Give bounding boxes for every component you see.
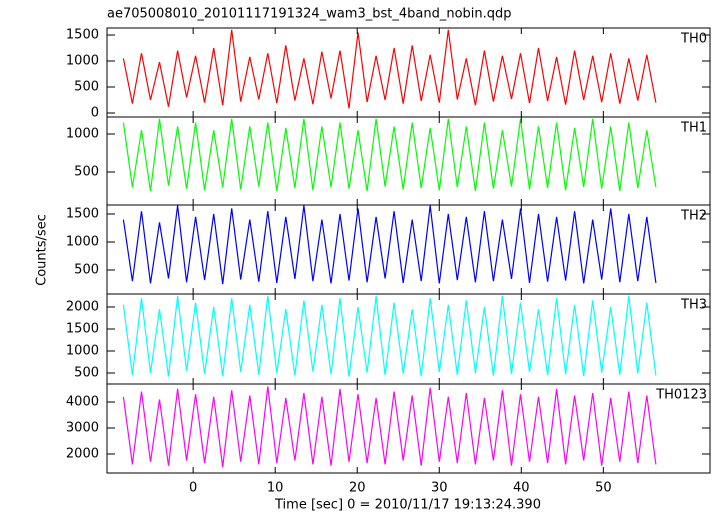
panel-label: TH2 — [680, 209, 707, 224]
series-line — [122, 205, 657, 285]
y-tick-label: 500 — [74, 365, 99, 380]
x-tick-label: 40 — [513, 481, 530, 496]
y-tick-label: 500 — [74, 165, 99, 180]
y-tick-label: 2000 — [66, 446, 99, 461]
y-tick-label: 1000 — [66, 54, 99, 69]
panel-label: TH3 — [680, 298, 707, 313]
x-tick-label: 30 — [431, 481, 448, 496]
y-tick-label: 1500 — [66, 28, 99, 43]
y-tick-label: 1000 — [66, 343, 99, 358]
y-tick-label: 4000 — [66, 394, 99, 409]
x-tick-label: 0 — [189, 481, 197, 496]
y-tick-label: 500 — [74, 80, 99, 95]
y-tick-label: 1500 — [66, 321, 99, 336]
panel-label: TH0 — [680, 32, 707, 47]
series-line — [122, 386, 657, 468]
x-tick-label: 50 — [595, 481, 612, 496]
chart-title: ae705008010_20101117191324_wam3_bst_4ban… — [107, 7, 512, 22]
y-tick-label: 1500 — [66, 207, 99, 222]
y-axis-label: Counts/sec — [35, 214, 50, 286]
y-tick-label: 500 — [74, 262, 99, 277]
x-tick-label: 10 — [267, 481, 284, 496]
panel-label: TH1 — [680, 121, 707, 136]
y-tick-label: 3000 — [66, 420, 99, 435]
series-line — [122, 118, 657, 192]
y-tick-label: 1000 — [66, 234, 99, 249]
y-tick-label: 2000 — [66, 299, 99, 314]
panel-frame — [106, 383, 711, 474]
x-tick-label: 20 — [349, 481, 366, 496]
series-line — [122, 295, 657, 377]
y-tick-label: 0 — [91, 105, 99, 120]
series-line — [122, 29, 657, 109]
panel-frame — [106, 116, 711, 206]
panel-label: TH0123 — [655, 388, 707, 403]
x-axis-label: Time [sec] 0 = 2010/11/17 19:13:24.390 — [274, 498, 541, 513]
y-tick-label: 1000 — [66, 127, 99, 142]
